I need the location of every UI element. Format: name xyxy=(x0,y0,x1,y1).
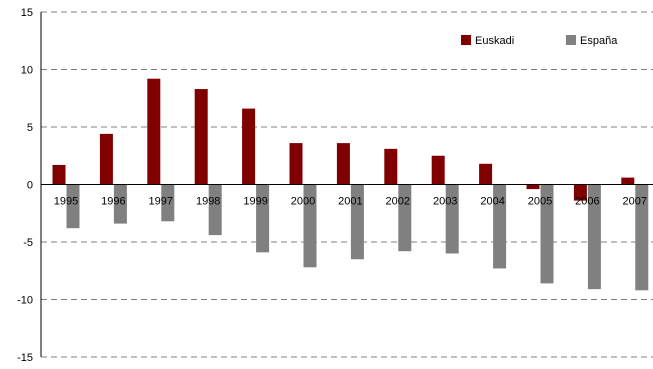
y-tick-label: -5 xyxy=(23,237,33,249)
bar-espana-2003 xyxy=(445,184,459,254)
x-category-label: 2005 xyxy=(528,196,552,208)
bar-espana-2007 xyxy=(635,184,649,291)
bar-euskadi-1997 xyxy=(147,78,161,185)
x-category-label: 2006 xyxy=(575,196,599,208)
x-category-label: 1996 xyxy=(101,196,125,208)
bar-euskadi-2004 xyxy=(479,163,493,185)
legend-label-euskadi: Euskadi xyxy=(475,35,514,47)
y-tick-label: 0 xyxy=(27,180,33,192)
bar-espana-2004 xyxy=(493,184,507,269)
bar-euskadi-2006 xyxy=(573,184,587,201)
bar-espana-2005 xyxy=(540,184,554,284)
legend-swatch-euskadi xyxy=(461,35,471,45)
x-category-label: 2003 xyxy=(433,196,457,208)
bar-euskadi-2003 xyxy=(431,155,445,185)
x-category-label: 1997 xyxy=(149,196,173,208)
bar-euskadi-2005 xyxy=(526,184,540,190)
bars xyxy=(52,78,649,291)
bar-euskadi-2000 xyxy=(289,143,303,185)
bar-euskadi-1999 xyxy=(242,108,256,185)
x-category-label: 1999 xyxy=(243,196,267,208)
y-tick-label: -15 xyxy=(17,352,33,364)
x-category-label: 1995 xyxy=(54,196,78,208)
bar-euskadi-1998 xyxy=(194,89,208,185)
bar-espana-1997 xyxy=(161,184,175,222)
bar-espana-1999 xyxy=(256,184,270,253)
x-category-label: 1998 xyxy=(196,196,220,208)
bar-espana-2006 xyxy=(587,184,601,290)
x-category-label: 2001 xyxy=(338,196,362,208)
bar-euskadi-1996 xyxy=(99,133,113,185)
bar-espana-2000 xyxy=(303,184,317,268)
bar-euskadi-2007 xyxy=(621,177,635,185)
axes xyxy=(40,12,653,357)
bar-espana-2002 xyxy=(398,184,412,252)
bar-euskadi-1995 xyxy=(52,164,66,185)
legend-swatch-espana xyxy=(566,35,576,45)
bar-espana-1996 xyxy=(113,184,127,224)
legend-label-espana: España xyxy=(580,35,618,47)
bar-euskadi-2001 xyxy=(336,143,350,185)
bar-espana-1995 xyxy=(66,184,80,229)
bar-espana-2001 xyxy=(350,184,364,260)
gridlines xyxy=(41,11,653,358)
x-category-label: 2007 xyxy=(623,196,647,208)
x-axis-category-labels: 1995 1996 1997 1998 1999 2000 2001 2002 2003 2004… xyxy=(54,196,647,208)
bar-espana-1998 xyxy=(208,184,222,236)
x-category-label: 2000 xyxy=(291,196,315,208)
y-tick-label: 5 xyxy=(27,122,33,134)
y-tick-label: 10 xyxy=(21,65,33,77)
bar-euskadi-2002 xyxy=(384,148,398,185)
y-tick-label: -10 xyxy=(17,295,33,307)
legend: Euskadi España xyxy=(461,35,618,47)
y-tick-label: 15 xyxy=(21,7,33,19)
x-category-label: 2002 xyxy=(386,196,410,208)
y-axis-tick-labels: -15 -10 -5 0 5 10 15 xyxy=(17,7,33,364)
x-category-label: 2004 xyxy=(480,196,504,208)
